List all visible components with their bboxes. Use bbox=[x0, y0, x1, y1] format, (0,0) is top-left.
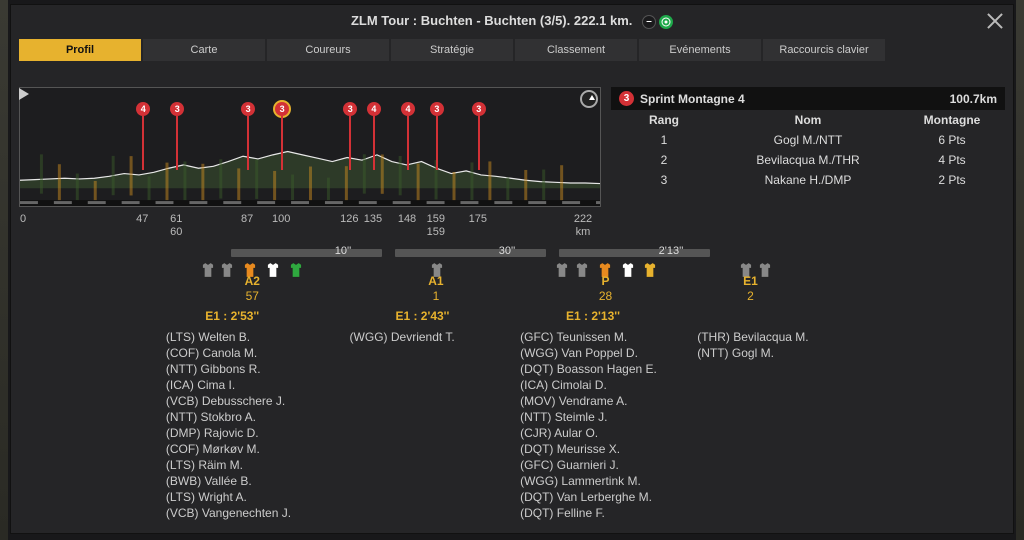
jersey-icon bbox=[641, 261, 659, 279]
col-rank: Rang bbox=[619, 113, 709, 127]
jersey-icon bbox=[287, 261, 305, 279]
title-bar: ZLM Tour : Buchten - Buchten (3/5). 222.… bbox=[19, 11, 1005, 35]
rider-item: (DQT) Boasson Hagen E. bbox=[520, 361, 657, 377]
x-tick: 47 bbox=[136, 213, 148, 226]
rider-item: (GFC) Guarnieri J. bbox=[520, 457, 657, 473]
km-marker[interactable]: 3 bbox=[430, 102, 444, 116]
x-tick: 148 bbox=[398, 213, 416, 226]
flat-icon: – bbox=[642, 15, 656, 29]
rider-column: (GFC) Teunissen M.(WGG) Van Poppel D.(DQ… bbox=[520, 329, 657, 521]
jersey-icon bbox=[619, 261, 637, 279]
group-head: P28 bbox=[599, 274, 612, 304]
rider-item: (ICA) Cima I. bbox=[166, 377, 291, 393]
rider-item: (BWB) Vallée B. bbox=[166, 473, 291, 489]
col-name: Nom bbox=[709, 113, 907, 127]
x-tick: 135 bbox=[364, 213, 382, 226]
rider-item: (CJR) Aular O. bbox=[520, 425, 657, 441]
group-head: E12 bbox=[743, 274, 758, 304]
x-tick: 100 bbox=[272, 213, 290, 226]
race-panel: ZLM Tour : Buchten - Buchten (3/5). 222.… bbox=[10, 4, 1014, 534]
rider-item: (LTS) Räim M. bbox=[166, 457, 291, 473]
rider-item: (COF) Canola M. bbox=[166, 345, 291, 361]
km-marker[interactable]: 4 bbox=[367, 102, 381, 116]
table-row: 1Gogl M./NTT6 Pts bbox=[611, 130, 1005, 150]
tab-raccourcis-clavier[interactable]: Raccourcis clavier bbox=[763, 39, 885, 61]
rider-item: (LTS) Welten B. bbox=[166, 329, 291, 345]
x-tick: 175 bbox=[469, 213, 487, 226]
tab-profil[interactable]: Profil bbox=[19, 39, 141, 61]
rider-item: (WGG) Lammertink M. bbox=[520, 473, 657, 489]
rider-item: (NTT) Gogl M. bbox=[697, 345, 808, 361]
sprint-km: 100.7km bbox=[950, 92, 997, 106]
hilly-icon bbox=[659, 15, 673, 29]
rider-item: (THR) Bevilacqua M. bbox=[697, 329, 808, 345]
rider-item: (ICA) Cimolai D. bbox=[520, 377, 657, 393]
km-marker[interactable]: 3 bbox=[472, 102, 486, 116]
gap-time: E1 : 2'13'' bbox=[566, 309, 620, 323]
play-icon[interactable] bbox=[19, 88, 29, 100]
gap-label: 2'13'' bbox=[659, 245, 684, 257]
gap-label: 30'' bbox=[499, 245, 515, 257]
group-head: A11 bbox=[428, 274, 443, 304]
tab-carte[interactable]: Carte bbox=[143, 39, 265, 61]
x-tick: 159159 bbox=[427, 213, 445, 239]
x-tick: 222 km bbox=[574, 213, 592, 239]
jersey-icon bbox=[218, 261, 236, 279]
elevation-profile[interactable]: 433334433 bbox=[19, 87, 601, 207]
compass-icon[interactable] bbox=[580, 90, 598, 108]
x-tick: 6160 bbox=[170, 213, 182, 239]
rider-column: (WGG) Devriendt T. bbox=[350, 329, 455, 345]
jersey-icon bbox=[264, 261, 282, 279]
sprint-results: 3 Sprint Montagne 4 100.7km Rang Nom Mon… bbox=[611, 87, 1005, 190]
rider-item: (WGG) Devriendt T. bbox=[350, 329, 455, 345]
gap-time: E1 : 2'43'' bbox=[395, 309, 449, 323]
rider-item: (DMP) Rajovic D. bbox=[166, 425, 291, 441]
x-tick: 87 bbox=[241, 213, 253, 226]
tab-classement[interactable]: Classement bbox=[515, 39, 637, 61]
table-row: 2Bevilacqua M./THR4 Pts bbox=[611, 150, 1005, 170]
rider-column: (THR) Bevilacqua M.(NTT) Gogl M. bbox=[697, 329, 808, 361]
rider-item: (VCB) Debusschere J. bbox=[166, 393, 291, 409]
rider-item: (COF) Mørkøv M. bbox=[166, 441, 291, 457]
km-marker[interactable]: 3 bbox=[241, 102, 255, 116]
rider-item: (WGG) Van Poppel D. bbox=[520, 345, 657, 361]
km-marker[interactable]: 4 bbox=[401, 102, 415, 116]
sprint-name: Sprint Montagne 4 bbox=[640, 92, 745, 106]
col-pts: Montagne bbox=[907, 113, 997, 127]
tab-stratégie[interactable]: Stratégie bbox=[391, 39, 513, 61]
gap-time: E1 : 2'53'' bbox=[205, 309, 259, 323]
category-badge: 3 bbox=[619, 91, 634, 106]
gap-label: 10'' bbox=[335, 245, 351, 257]
rider-column: (LTS) Welten B.(COF) Canola M.(NTT) Gibb… bbox=[166, 329, 291, 521]
race-title: ZLM Tour : Buchten - Buchten (3/5). 222.… bbox=[351, 13, 632, 28]
rider-item: (DQT) Van Lerberghe M. bbox=[520, 489, 657, 505]
table-row: 3Nakane H./DMP2 Pts bbox=[611, 170, 1005, 190]
jersey-icon bbox=[756, 261, 774, 279]
gap-segment bbox=[395, 249, 546, 257]
tab-coureurs[interactable]: Coureurs bbox=[267, 39, 389, 61]
rider-item: (MOV) Vendrame A. bbox=[520, 393, 657, 409]
close-icon[interactable] bbox=[983, 9, 1007, 33]
rider-item: (DQT) Felline F. bbox=[520, 505, 657, 521]
jersey-icon bbox=[199, 261, 217, 279]
gap-segment bbox=[231, 249, 382, 257]
x-tick: 0 bbox=[20, 213, 26, 226]
rider-item: (DQT) Meurisse X. bbox=[520, 441, 657, 457]
jersey-icon bbox=[573, 261, 591, 279]
rider-item: (GFC) Teunissen M. bbox=[520, 329, 657, 345]
x-tick: 126 bbox=[340, 213, 358, 226]
tab-bar: ProfilCarteCoureursStratégieClassementEv… bbox=[19, 39, 1005, 61]
rider-item: (NTT) Stokbro A. bbox=[166, 409, 291, 425]
group-head: A257 bbox=[245, 274, 260, 304]
rider-item: (LTS) Wright A. bbox=[166, 489, 291, 505]
rider-item: (VCB) Vangenechten J. bbox=[166, 505, 291, 521]
jersey-icon bbox=[553, 261, 571, 279]
tab-evénements[interactable]: Evénements bbox=[639, 39, 761, 61]
gap-segment bbox=[559, 249, 710, 257]
rider-item: (NTT) Gibbons R. bbox=[166, 361, 291, 377]
rider-item: (NTT) Steimle J. bbox=[520, 409, 657, 425]
group-breakdown: 10''30''2'13'' A257A11P28E12 E1 : 2'53''… bbox=[179, 247, 835, 285]
